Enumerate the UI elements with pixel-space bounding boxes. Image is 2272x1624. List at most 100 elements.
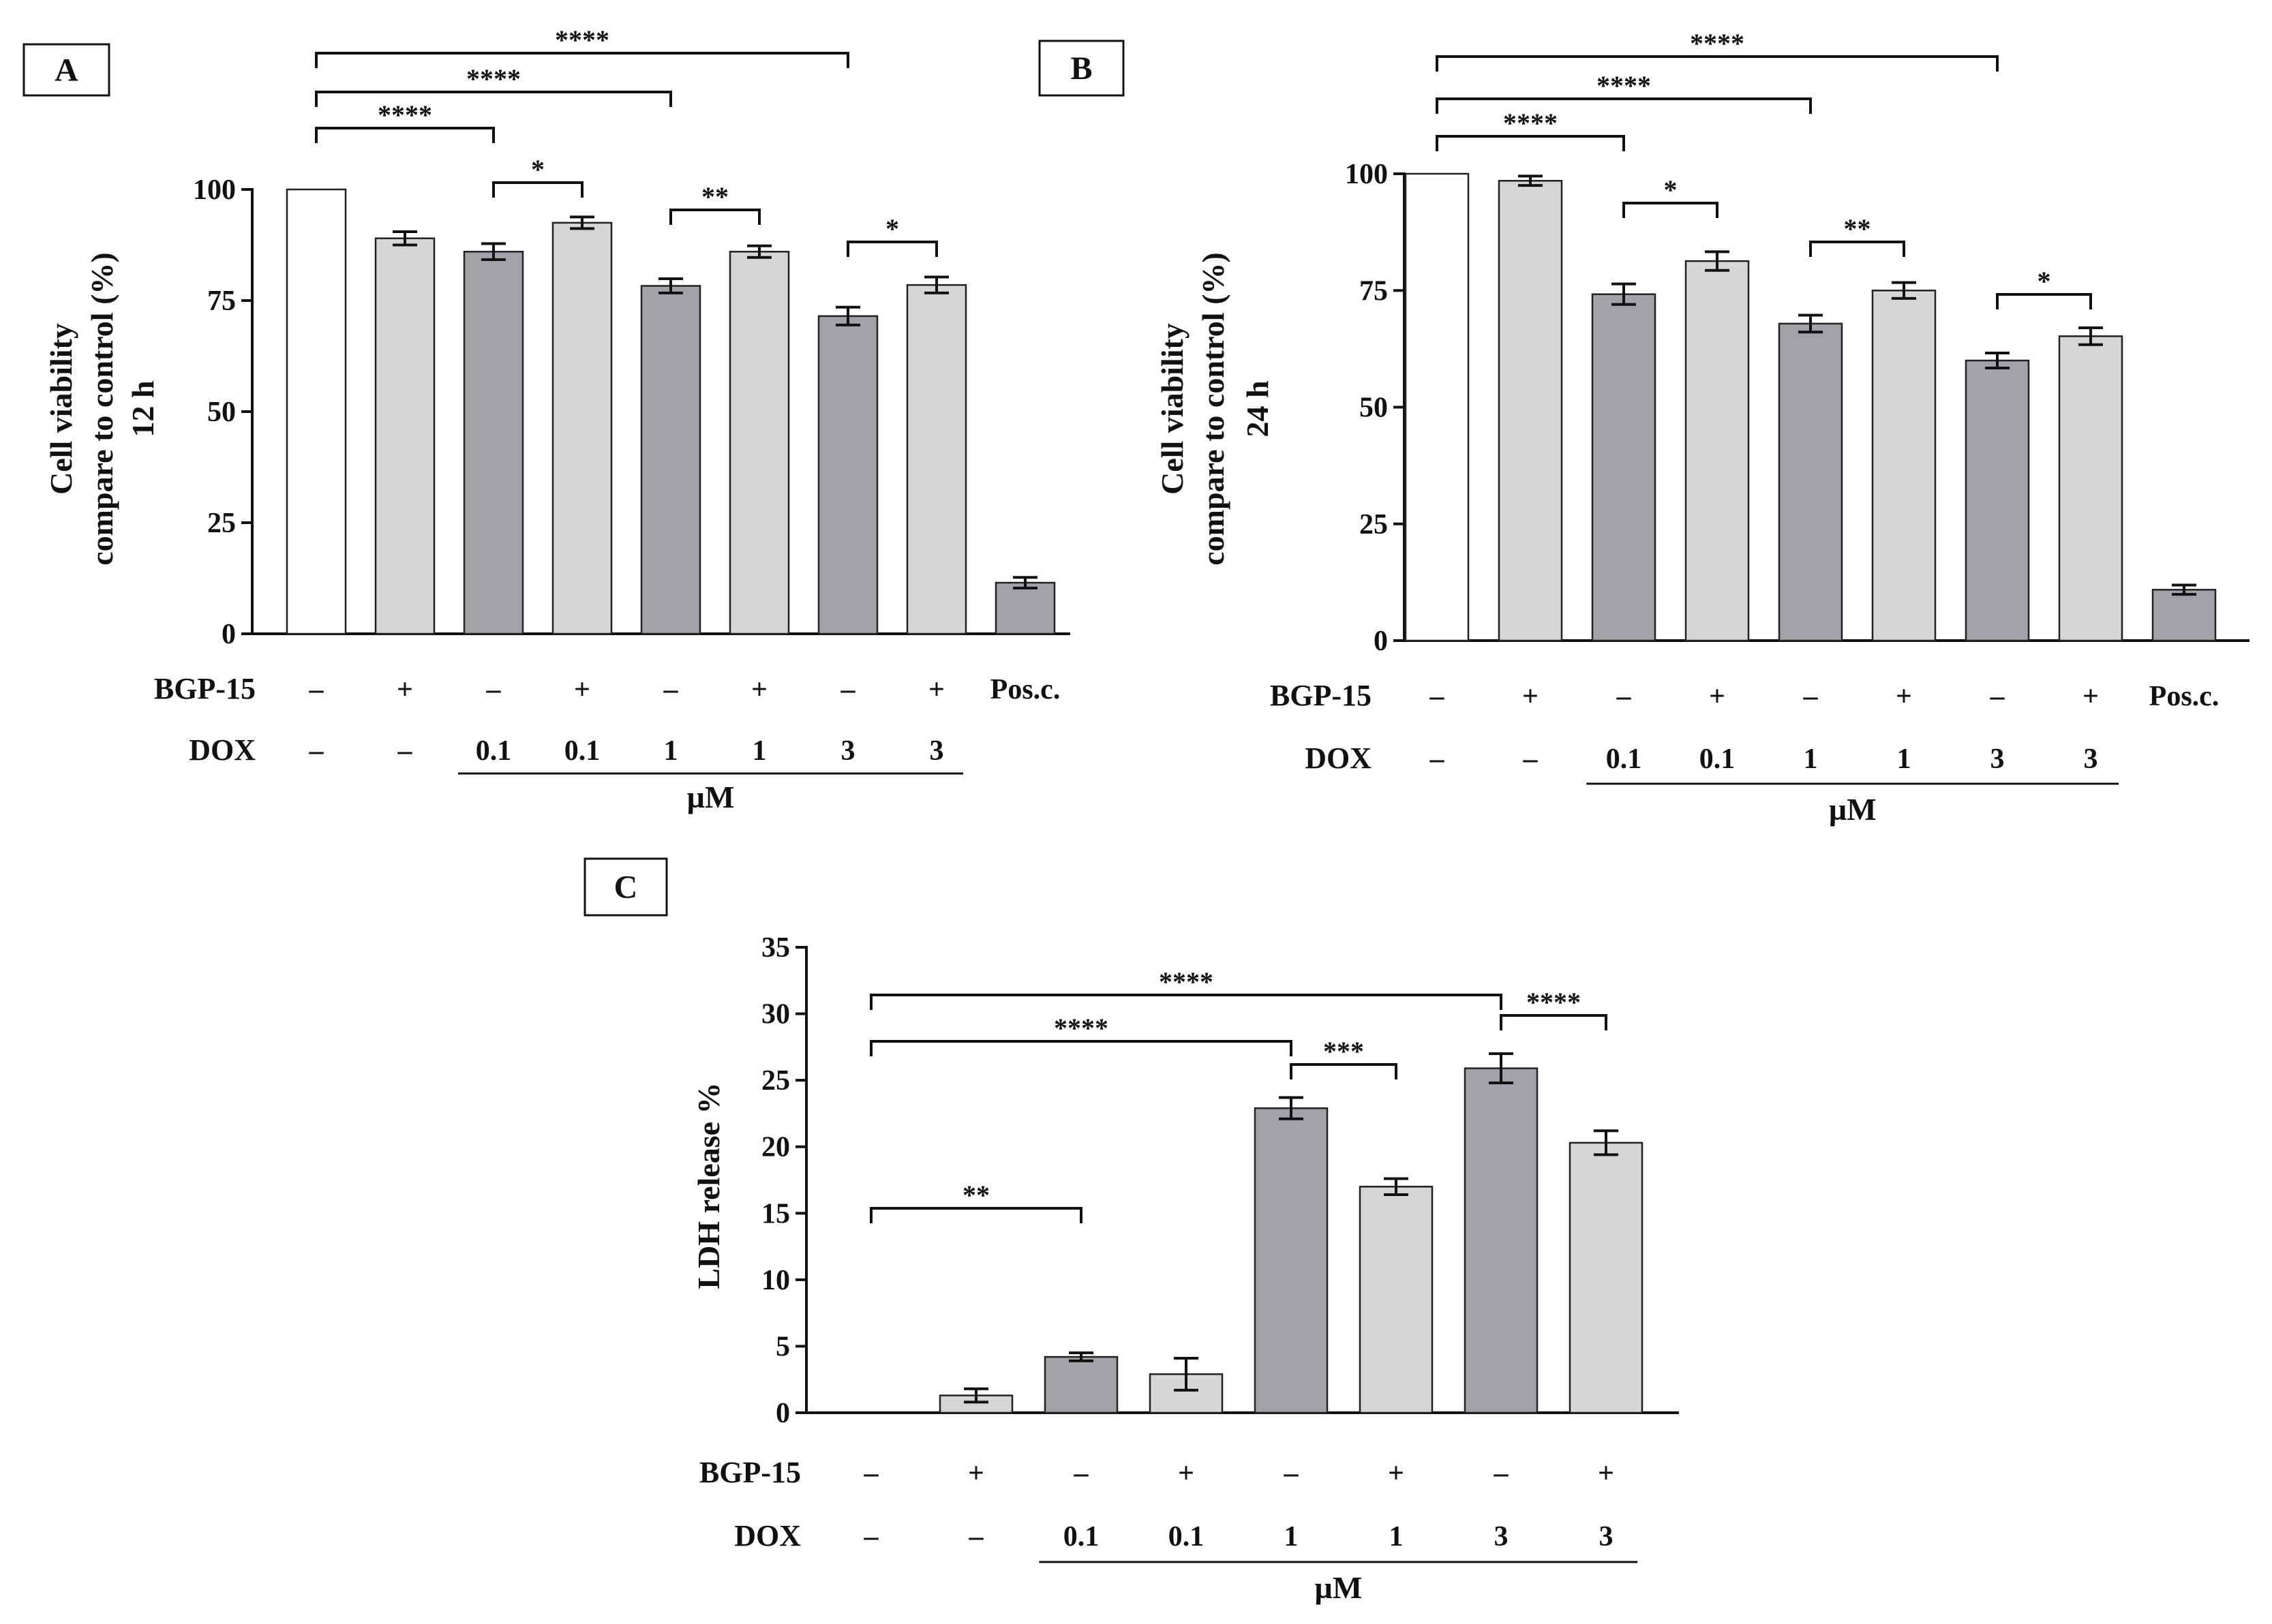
significance-bracket: [870, 1040, 1292, 1056]
bar: [1871, 290, 1937, 642]
bar: [551, 221, 613, 635]
y-tick-label: 5: [776, 1331, 790, 1362]
bar: [1778, 322, 1843, 642]
panel-label-box: [22, 43, 110, 97]
significance-bracket: [315, 127, 495, 143]
significance-label: *: [531, 154, 545, 185]
bar: [1569, 1142, 1644, 1414]
significance-label: *: [2038, 266, 2051, 296]
dox-cell: –: [864, 1521, 879, 1552]
bgp-cell: +: [1598, 1458, 1614, 1489]
y-tick-label: 25: [1359, 509, 1388, 540]
significance-bracket: [1622, 202, 1718, 218]
row-label-bgp: BGP-15: [1270, 679, 1372, 712]
y-tick-label: 100: [193, 174, 236, 206]
dox-cell: 0.1: [476, 735, 512, 767]
bar: [2058, 335, 2123, 642]
panel-c: C 0 5 10 15 20 25 30 35 LDH release % BGP-15 DOX – + –…: [584, 857, 1679, 1605]
dox-cell: 1: [753, 735, 767, 767]
y-tick-label: 75: [1359, 275, 1388, 307]
dox-cell: 1: [1804, 744, 1818, 775]
y-tick-label: 25: [761, 1065, 790, 1097]
bgp-cell: –: [1284, 1458, 1299, 1489]
bgp-cell: +: [928, 674, 945, 705]
significance-bracket: [1290, 1063, 1397, 1079]
significance-label: **: [963, 1180, 990, 1210]
bar: [1498, 180, 1563, 642]
panel-label: A: [55, 52, 78, 89]
dox-cell: 0.1: [1699, 744, 1736, 775]
dox-cell: –: [397, 735, 413, 767]
bgp-cell: +: [2082, 681, 2099, 712]
panel-b: B 0 25 50 75 100 Cell viability compare to cont…: [1038, 28, 2250, 827]
bar: [463, 251, 524, 635]
significance-bracket: [492, 181, 584, 198]
significance-bracket: [870, 1207, 1082, 1223]
dox-cell: 1: [664, 735, 678, 767]
bar: [1359, 1186, 1434, 1414]
bgp-cell: –: [486, 674, 502, 705]
dox-cell: 1: [1389, 1521, 1404, 1552]
bar: [374, 237, 436, 635]
bar: [640, 285, 701, 635]
bar: [1464, 1067, 1539, 1414]
significance-label: ****: [466, 63, 521, 94]
dox-cell: 0.1: [1063, 1521, 1100, 1552]
y-tick-label: 50: [207, 397, 236, 428]
significance-label: **: [701, 181, 729, 212]
panel-label: B: [1070, 50, 1092, 87]
bar: [1404, 172, 1470, 642]
y-tick-label: 35: [761, 932, 790, 964]
significance-label: ****: [1690, 28, 1744, 59]
y-tick-label: 25: [207, 508, 236, 539]
significance-label: ****: [555, 25, 609, 55]
y-tick-label: 0: [222, 619, 236, 650]
significance-label: ****: [1526, 987, 1581, 1017]
significance-label: *: [1664, 174, 1678, 205]
bgp-cell: +: [968, 1458, 984, 1489]
y-axis-title: 12 h: [125, 380, 160, 437]
y-tick-label: 15: [761, 1198, 790, 1229]
bgp-cell: –: [1803, 681, 1819, 712]
panel-label-box: [584, 857, 668, 917]
bgp-cell: +: [574, 674, 590, 705]
dox-cell: –: [1429, 744, 1445, 775]
y-axis-title: Cell viability: [44, 323, 78, 495]
bar: [1965, 359, 2030, 642]
unit-label: µM: [687, 780, 735, 814]
bgp-cell: –: [1074, 1458, 1089, 1489]
unit-label: µM: [1829, 792, 1877, 827]
y-tick-label: 75: [207, 286, 236, 317]
significance-label: ****: [1596, 70, 1651, 101]
bgp-cell: –: [1429, 681, 1445, 712]
y-tick-label: 20: [761, 1132, 790, 1163]
significance-bracket: [1436, 97, 1812, 114]
dox-cell: 1: [1284, 1521, 1299, 1552]
bgp-cell: Pos.c.: [990, 674, 1061, 705]
bgp-cell: –: [1990, 681, 2005, 712]
bgp-cell: –: [663, 674, 679, 705]
significance-bracket: [1809, 241, 1905, 257]
bgp-cell: –: [1616, 681, 1632, 712]
bar: [1684, 260, 1750, 642]
y-axis-title: LDH release %: [691, 1082, 726, 1289]
dox-cell: 3: [2084, 744, 2098, 775]
bar: [729, 251, 790, 635]
significance-label: **: [1844, 213, 1871, 244]
bgp-cell: +: [1388, 1458, 1404, 1489]
row-label-dox: DOX: [734, 1519, 801, 1552]
dox-cell: 3: [841, 735, 855, 767]
bar: [906, 284, 967, 635]
y-tick-label: 50: [1359, 393, 1388, 424]
y-axis-title: 24 h: [1240, 380, 1275, 437]
bgp-cell: –: [309, 674, 324, 705]
dox-cell: 0.1: [564, 735, 601, 767]
bar: [286, 188, 347, 635]
dox-cell: 0.1: [1606, 744, 1642, 775]
significance-bracket: [870, 994, 1502, 1010]
row-label-dox: DOX: [189, 733, 256, 767]
dox-cell: 3: [1990, 744, 2005, 775]
significance-label: ****: [1159, 966, 1213, 997]
significance-bracket: [1436, 55, 1999, 72]
significance-bracket: [1436, 135, 1625, 151]
